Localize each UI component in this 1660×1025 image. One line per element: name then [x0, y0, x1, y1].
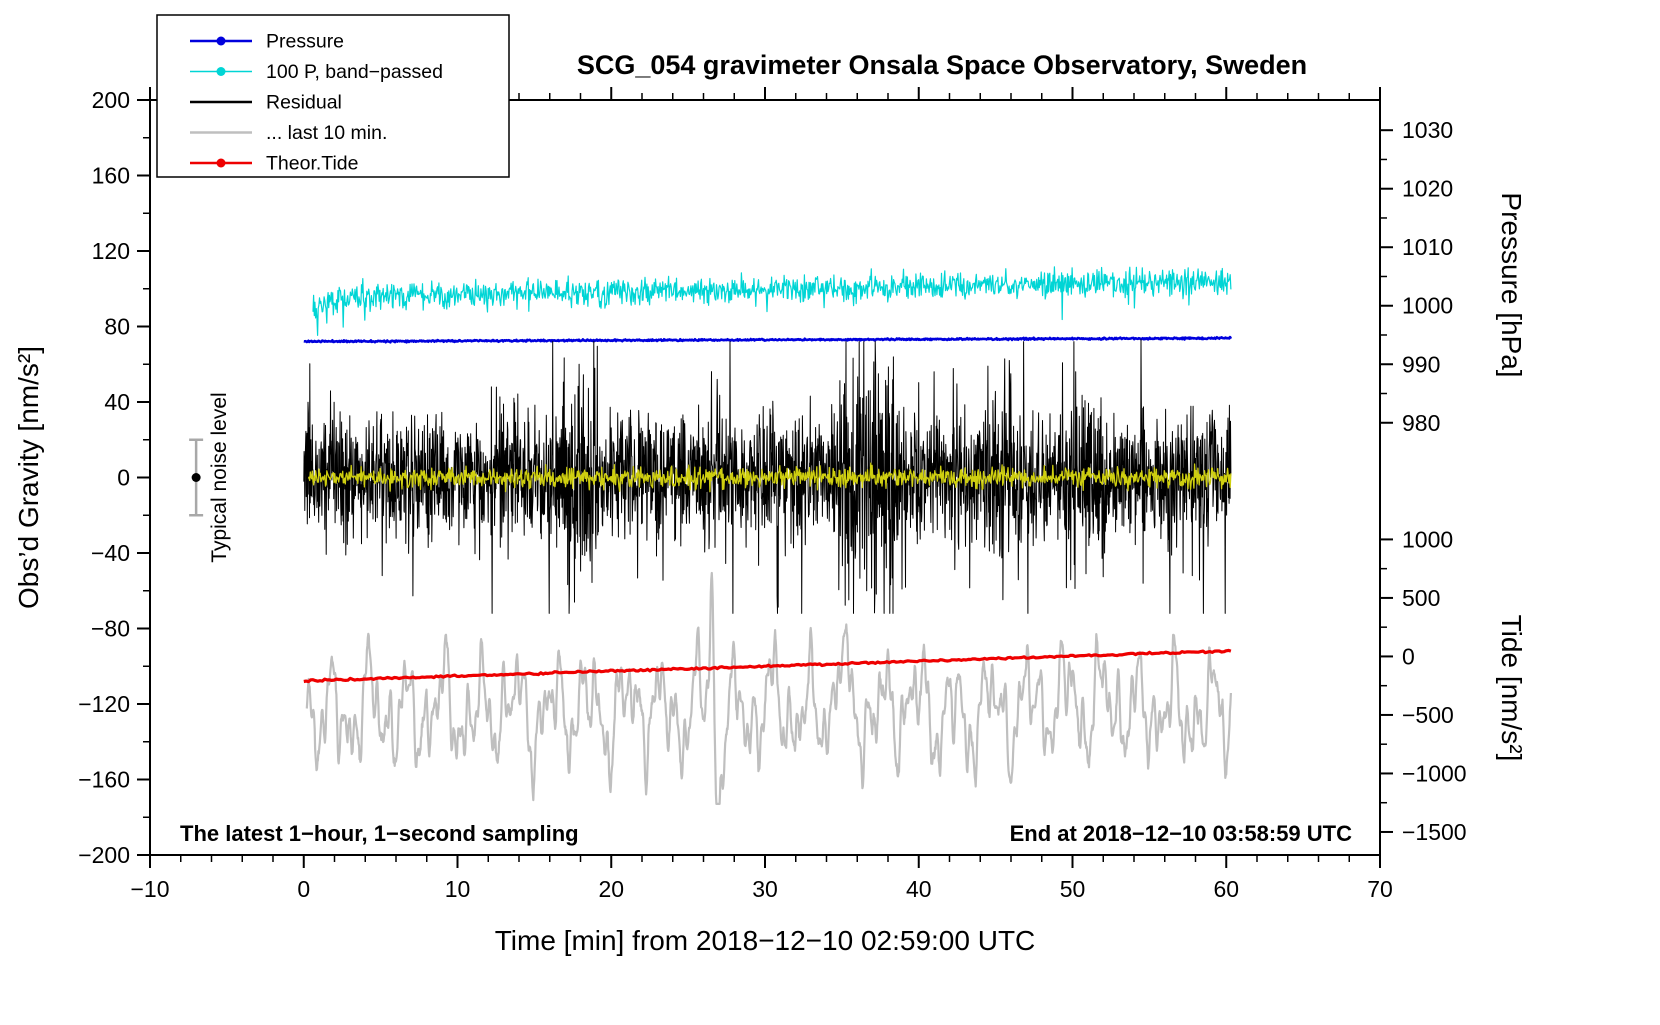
tide-tick-label: 1000 [1402, 526, 1453, 552]
x-axis-label: Time [min] from 2018−12−10 02:59:00 UTC [495, 925, 1036, 956]
legend-label-2: Residual [266, 92, 342, 114]
legend-marker-1 [216, 67, 226, 76]
trace-residual_filtered [307, 462, 1232, 493]
trace-pressure_bandpassed [312, 266, 1232, 336]
x-tick-label: 50 [1060, 876, 1086, 902]
legend-marker-0 [216, 36, 226, 46]
gravity-tick-label: 80 [104, 314, 130, 340]
pressure-axis-label: Pressure [hPa] [1496, 192, 1527, 377]
noise-marker-dot [191, 473, 201, 482]
chart-title: SCG_054 gravimeter Onsala Space Observat… [577, 50, 1307, 80]
pressure-tick-label: 990 [1402, 351, 1440, 377]
x-tick-label: 20 [598, 876, 624, 902]
x-tick-label: 30 [752, 876, 778, 902]
tide-tick-label: −1000 [1402, 760, 1467, 786]
gravity-tick-label: 0 [117, 465, 130, 491]
x-tick-label: 70 [1367, 876, 1393, 902]
x-tick-label: −10 [130, 876, 169, 902]
trace-pressure [303, 335, 1233, 344]
gravity-tick-label: −80 [91, 616, 130, 642]
end-time-note: End at 2018−12−10 03:58:59 UTC [1010, 821, 1353, 846]
noise-marker-label: Typical noise level [208, 392, 231, 562]
legend-marker-4 [216, 158, 226, 168]
trace-theor_tide [303, 648, 1232, 684]
gravity-tick-label: 160 [92, 163, 130, 189]
gravity-tick-label: −200 [78, 842, 130, 868]
gravity-tick-label: 120 [92, 238, 130, 264]
gravity-tick-label: −160 [78, 767, 130, 793]
tide-tick-label: −500 [1402, 702, 1454, 728]
legend-label-1: 100 P, band−passed [266, 61, 443, 83]
pressure-tick-label: 1020 [1402, 176, 1453, 202]
legend-label-3: ... last 10 min. [266, 122, 387, 144]
pressure-tick-label: 1000 [1402, 293, 1453, 319]
gravity-tick-label: 40 [104, 389, 130, 415]
gravity-tick-label: −120 [78, 691, 130, 717]
sampling-note: The latest 1−hour, 1−second sampling [180, 821, 579, 846]
gravity-tick-label: −40 [91, 540, 130, 566]
tide-tick-label: 500 [1402, 585, 1440, 611]
gravity-tick-label: 200 [92, 87, 130, 113]
pressure-tick-label: 1010 [1402, 234, 1453, 260]
x-tick-label: 40 [906, 876, 932, 902]
pressure-tick-label: 1030 [1402, 117, 1453, 143]
legend-label-0: Pressure [266, 31, 344, 53]
tide-tick-label: 0 [1402, 643, 1415, 669]
x-tick-label: 0 [297, 876, 310, 902]
pressure-tick-label: 980 [1402, 410, 1440, 436]
trace-residual_last10 [305, 571, 1232, 805]
gravity-axis-label: Obs’d Gravity [nm/s²] [13, 346, 44, 609]
tide-axis-label: Tide [nm/s²] [1496, 615, 1527, 762]
tide-tick-label: −1500 [1402, 819, 1467, 845]
legend-label-4: Theor.Tide [266, 153, 359, 175]
x-tick-label: 10 [445, 876, 471, 902]
x-tick-label: 60 [1213, 876, 1239, 902]
